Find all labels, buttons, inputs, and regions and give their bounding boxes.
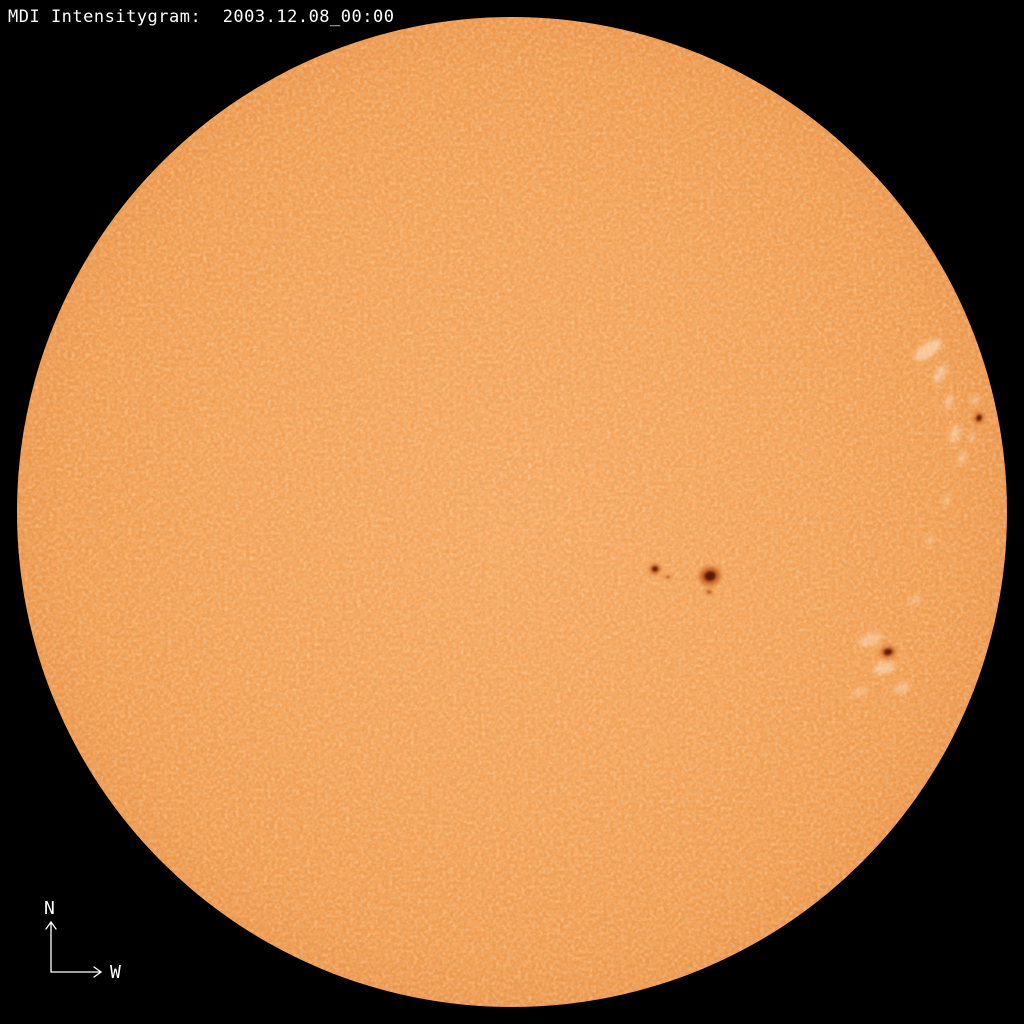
sunspot-umbra	[707, 591, 711, 593]
sunspot-umbra	[976, 414, 982, 422]
facula-patch	[914, 339, 942, 361]
facula-patch	[909, 594, 921, 606]
facula-patch	[852, 687, 868, 697]
facula-patch	[858, 633, 882, 647]
facula-patch	[933, 364, 947, 384]
compass-north-arrowhead-icon	[45, 920, 57, 930]
facula-patch	[941, 494, 951, 506]
compass-west-arrowhead-icon	[93, 966, 103, 978]
sunspot-umbra	[884, 648, 892, 656]
sunspot-layer	[649, 412, 984, 658]
compass-north-label: N	[44, 898, 55, 919]
sun-disk-layer	[17, 17, 1007, 1007]
facula-patch	[873, 661, 895, 675]
facula-patch	[944, 394, 954, 410]
faculae-layer	[852, 339, 979, 697]
sunspot-umbra	[704, 571, 716, 581]
sunspot-umbra	[667, 576, 669, 578]
compass-rose: N W	[44, 898, 121, 983]
image-title: MDI Intensitygram: 2003.12.08_00:00	[8, 7, 395, 27]
facula-patch	[957, 451, 967, 465]
compass-west-label: W	[110, 962, 121, 983]
facula-patch	[949, 425, 961, 443]
granulation-noise-dark	[17, 17, 1007, 1007]
facula-patch	[925, 534, 935, 546]
facula-patch	[893, 682, 911, 694]
facula-patch	[968, 433, 976, 443]
sunspot-umbra	[652, 566, 658, 572]
facula-patch	[971, 395, 979, 405]
